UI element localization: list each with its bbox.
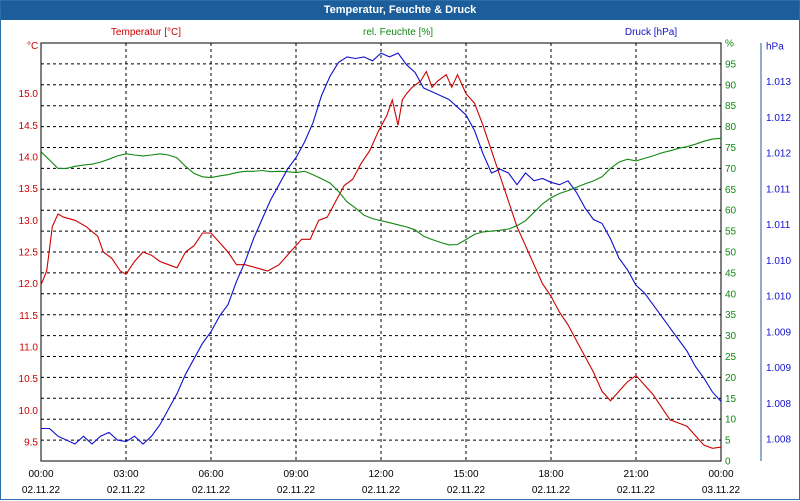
y-tick-humidity: 15 [725, 394, 737, 405]
y-tick-pressure: 1.012 [766, 149, 791, 160]
x-tick-time: 21:00 [623, 469, 648, 480]
y-tick-humidity: 20 [725, 373, 737, 384]
x-tick-time: 06:00 [198, 469, 223, 480]
y-tick-humidity: 70 [725, 164, 737, 175]
x-tick-time: 09:00 [283, 469, 308, 480]
y-tick-pressure: 1.009 [766, 327, 791, 338]
y-tick-humidity: 45 [725, 268, 737, 279]
legend-label: rel. Feuchte [%] [363, 27, 433, 38]
y-tick-humidity: 25 [725, 352, 737, 363]
y-tick-humidity: 10 [725, 415, 737, 426]
x-tick-time: 15:00 [453, 469, 478, 480]
series-line-temperature [40, 70, 722, 449]
y-tick-pressure: 1.008 [766, 435, 791, 446]
y-tick-humidity: 40 [725, 289, 737, 300]
x-tick-date: 02.11.22 [192, 485, 231, 496]
series-line-humidity [40, 137, 722, 246]
x-tick-date: 02.11.22 [107, 485, 146, 496]
y-tick-pressure: 1.011 [766, 184, 791, 195]
y-tick-temperature: 12.0 [19, 279, 39, 290]
y-tick-humidity: 65 [725, 185, 737, 196]
y-tick-pressure: 1.011 [766, 220, 791, 231]
chart-title: Temperatur, Feuchte & Druck [1, 1, 799, 20]
x-tick-date: 03.11.22 [702, 485, 741, 496]
y-tick-pressure: 1.010 [766, 256, 791, 267]
legend-label: Temperatur [°C] [111, 27, 181, 38]
x-tick-time: 12:00 [368, 469, 393, 480]
x-tick-date: 02.11.22 [362, 485, 401, 496]
y-tick-humidity: 55 [725, 227, 737, 238]
x-tick-time: 00:00 [28, 469, 53, 480]
y-tick-temperature: 12.5 [19, 248, 39, 259]
y-tick-pressure: 1.012 [766, 113, 791, 124]
x-tick-date: 02.11.22 [617, 485, 656, 496]
y-tick-pressure: 1.008 [766, 399, 791, 410]
y-tick-temperature: 13.0 [19, 216, 39, 227]
y-tick-humidity: 30 [725, 331, 737, 342]
series-layer [40, 52, 722, 449]
y-tick-pressure: 1.013 [766, 77, 791, 88]
x-tick-time: 00:00 [708, 469, 733, 480]
y-tick-temperature: 11.5 [19, 311, 38, 322]
y-unit-temperature: °C [27, 41, 38, 52]
y-tick-humidity: 0 [725, 457, 731, 468]
x-tick-date: 02.11.22 [447, 485, 486, 496]
x-tick-date: 02.11.22 [22, 485, 61, 496]
x-tick-time: 03:00 [113, 469, 138, 480]
y-tick-temperature: 11.0 [19, 343, 38, 354]
x-tick-date: 02.11.22 [277, 485, 316, 496]
x-tick-date: 02.11.22 [532, 485, 571, 496]
y-tick-humidity: 95 [725, 59, 737, 70]
y-tick-humidity: 35 [725, 310, 737, 321]
y-tick-temperature: 15.0 [19, 89, 39, 100]
grid [40, 42, 722, 462]
legend-label: Druck [hPa] [625, 27, 677, 38]
y-tick-pressure: hPa [766, 42, 784, 53]
axis-layer: 00:00 02.11.22 03:00 02.11.22 06:00 02.11.22 0… [19, 27, 792, 496]
y-tick-humidity: 80 [725, 122, 737, 133]
y-tick-humidity: 75 [725, 143, 737, 154]
y-tick-temperature: 10.5 [19, 374, 39, 385]
y-tick-humidity: 90 [725, 80, 737, 91]
y-tick-humidity: 60 [725, 206, 737, 217]
y-tick-pressure: 1.010 [766, 292, 791, 303]
y-tick-humidity: 85 [725, 101, 737, 112]
y-tick-temperature: 14.5 [19, 121, 39, 132]
y-tick-humidity: % [725, 39, 734, 50]
y-tick-temperature: 14.0 [19, 153, 39, 164]
y-tick-humidity: 50 [725, 248, 737, 259]
series-line-pressure [41, 52, 722, 445]
y-tick-pressure: 1.009 [766, 363, 791, 374]
y-tick-humidity: 5 [725, 436, 731, 447]
y-tick-temperature: 10.0 [19, 406, 39, 417]
y-tick-temperature: 13.5 [19, 184, 39, 195]
x-tick-time: 18:00 [538, 469, 563, 480]
y-tick-temperature: 9.5 [24, 438, 38, 449]
